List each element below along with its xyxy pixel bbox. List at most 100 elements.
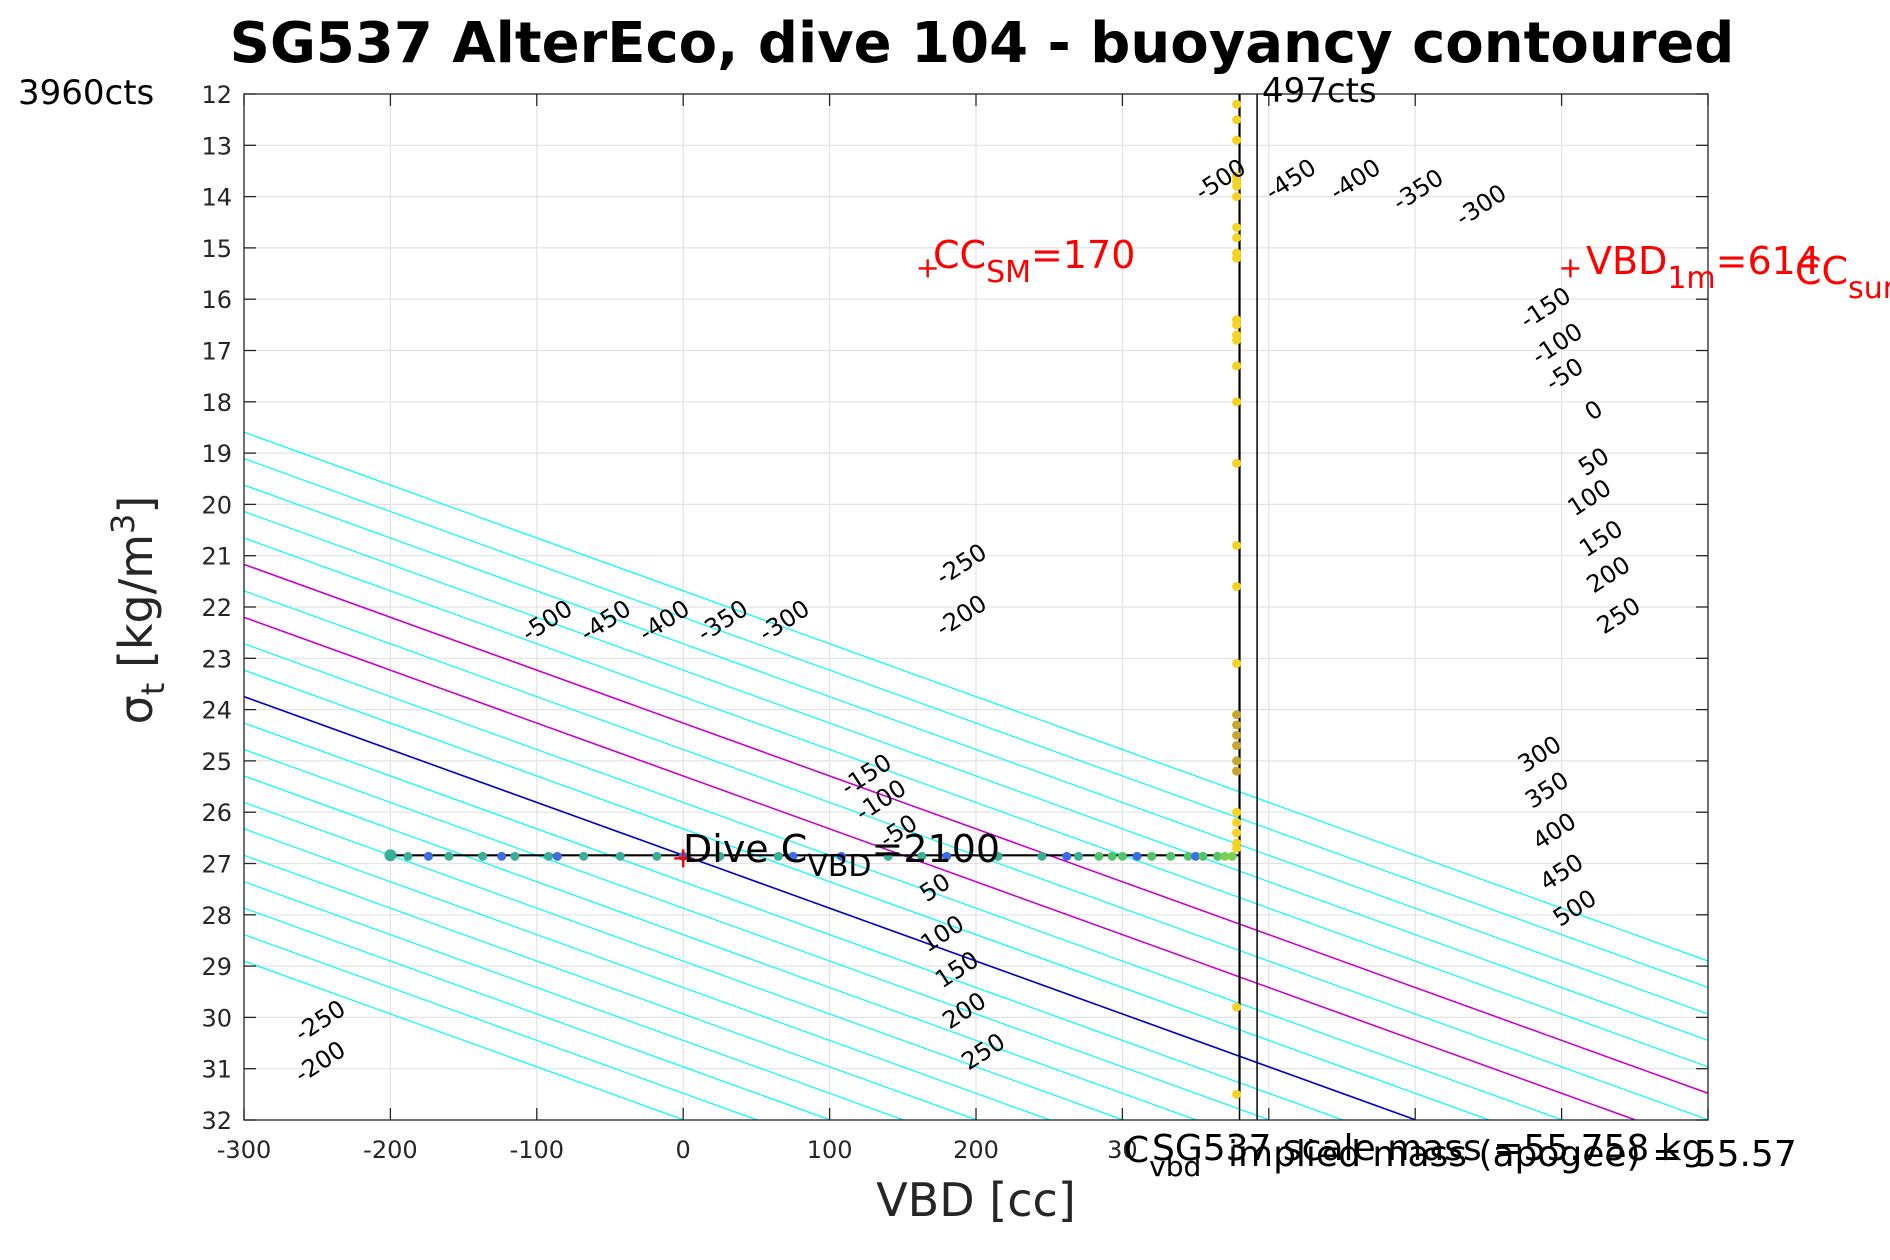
- y-label-sup: 3: [104, 514, 142, 534]
- y-tick-label: 29: [201, 953, 232, 981]
- data-point: [478, 851, 488, 861]
- data-point: [1037, 851, 1047, 861]
- data-point: [384, 849, 397, 862]
- data-point: [1147, 851, 1157, 861]
- x-tick-label: 30: [1107, 1136, 1138, 1164]
- cc-sm-sub: SM: [986, 255, 1031, 290]
- plot-area: -500-450-400-350 -300-250-200-150-100-505…: [243, 93, 1709, 1121]
- y-tick-label: 20: [201, 491, 232, 519]
- y-axis-label: σt [kg/m3]: [104, 496, 172, 725]
- data-point: [1198, 851, 1208, 861]
- data-point: [552, 851, 562, 861]
- data-point: [1232, 222, 1242, 232]
- data-point: [1220, 851, 1230, 861]
- data-point: [1232, 807, 1242, 817]
- cc-sur-annotation: CCsur: [1795, 249, 1890, 306]
- c-vbd-main: C: [1124, 1130, 1149, 1171]
- data-point: [1227, 851, 1237, 861]
- x-tick-label: 0: [676, 1136, 691, 1164]
- x-tick-label: -200: [363, 1136, 417, 1164]
- data-point: [1232, 458, 1242, 468]
- data-point: [1232, 335, 1242, 345]
- data-point: [403, 851, 413, 861]
- dive-c-tail: =2100: [872, 827, 1001, 871]
- cc-sm-tail: =170: [1031, 233, 1135, 277]
- data-point: [1232, 1002, 1242, 1012]
- x-axis-ticks: -300 -200 -100 0 100 200 30: [217, 94, 1709, 1164]
- vbd-1m-annotation: VBD1m=614: [1586, 239, 1820, 296]
- data-point: [1232, 766, 1242, 776]
- implied-mass-text: implied mass (apogee) = 55.57: [1228, 1134, 1797, 1175]
- data-point: [1117, 851, 1127, 861]
- contour-line: [244, 907, 831, 1120]
- data-point: [1232, 540, 1242, 550]
- y-axis-ticks: 12 13 14 15 16 17 18 19 20 21 22 23 24 25 26 27 28 29 30 31…: [201, 81, 1708, 1135]
- y-tick-label: 30: [201, 1004, 232, 1032]
- cc-sur-sub: sur: [1848, 271, 1890, 306]
- data-point: [917, 851, 927, 861]
- dive-track: [384, 94, 1242, 1099]
- contour-line: [244, 748, 1270, 1120]
- cc-sm-main: CC: [933, 233, 986, 277]
- data-point: [1183, 851, 1193, 861]
- dive-c-vbd-annotation: Dive CVBD=2100: [683, 827, 1000, 884]
- contour-line: [244, 431, 1708, 962]
- contour-line: [244, 722, 1343, 1120]
- data-point: [1232, 99, 1242, 109]
- contour-line: [244, 590, 1708, 1120]
- cc-sm-annotation: CCSM=170: [933, 233, 1135, 290]
- y-tick-label: 16: [201, 286, 232, 314]
- data-point: [497, 851, 507, 861]
- contour-line: [244, 801, 1124, 1120]
- red-markers: [674, 259, 1580, 868]
- dive-c-sub: VBD: [807, 849, 871, 884]
- data-point: [1232, 828, 1242, 838]
- data-point: [1232, 233, 1242, 243]
- contour-line: [244, 643, 1563, 1120]
- contour-line: [244, 510, 1708, 1042]
- contour-line: [244, 616, 1636, 1120]
- x-tick-label: -300: [217, 1136, 271, 1164]
- data-point: [1232, 843, 1242, 853]
- contour-line: [244, 484, 1708, 1015]
- data-point: [788, 851, 798, 861]
- vbd-1m-tail: =614: [1716, 239, 1820, 283]
- contour-line: [244, 775, 1197, 1120]
- data-point: [1232, 1089, 1242, 1099]
- data-point: [1232, 658, 1242, 668]
- x-tick-label: 200: [953, 1136, 999, 1164]
- y-tick-label: 14: [201, 184, 232, 212]
- data-point: [836, 851, 846, 861]
- data-point: [1062, 851, 1072, 861]
- c-vbd-sub: vbd: [1149, 1150, 1201, 1183]
- data-point: [1232, 115, 1242, 125]
- data-point: [1232, 730, 1242, 740]
- data-point: [579, 851, 589, 861]
- corner-right-counts: 497cts: [1262, 71, 1377, 111]
- y-tick-label: 24: [201, 697, 232, 725]
- data-point: [510, 851, 520, 861]
- data-point: [1232, 361, 1242, 371]
- data-point: [883, 851, 893, 861]
- data-point: [652, 851, 662, 861]
- data-point: [1166, 851, 1176, 861]
- data-point: [1232, 135, 1242, 145]
- data-point: [715, 851, 725, 861]
- contour-line: [244, 695, 1417, 1120]
- chart-title: SG537 AlterEco, dive 104 - buoyancy cont…: [230, 11, 1735, 76]
- contour-line: [244, 933, 758, 1120]
- y-tick-label: 32: [201, 1107, 232, 1135]
- y-tick-label: 27: [201, 851, 232, 879]
- y-tick-label: 21: [201, 543, 232, 571]
- data-point: [1232, 397, 1242, 407]
- data-point: [1232, 756, 1242, 766]
- data-point: [1232, 720, 1242, 730]
- vbd-1m-sub: 1m: [1667, 261, 1715, 296]
- y-label-sub: t: [134, 683, 172, 696]
- data-point: [444, 851, 454, 861]
- contour-line: [244, 828, 1051, 1120]
- contour-line: [244, 669, 1490, 1120]
- cc-sur-main: CC: [1795, 249, 1848, 293]
- x-axis-label: VBD [cc]: [876, 1173, 1076, 1227]
